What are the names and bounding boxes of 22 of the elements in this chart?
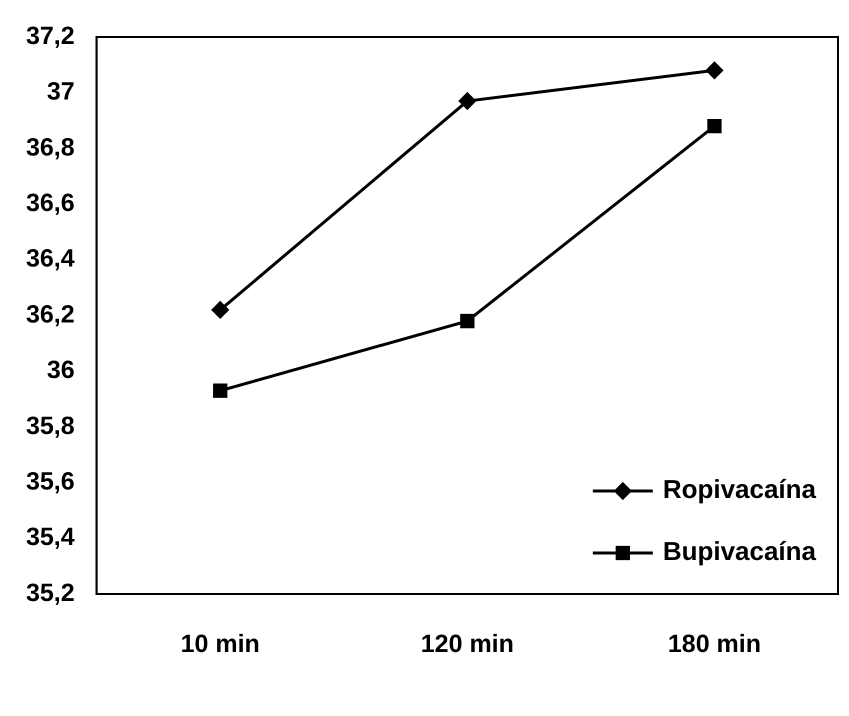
point <box>460 314 474 328</box>
point <box>706 62 723 79</box>
y-tick-label: 37,2 <box>26 22 75 50</box>
y-tick-label: 36 <box>46 356 75 384</box>
legend-label: Bupivacaína <box>662 536 817 566</box>
y-tick-label: 36,6 <box>26 188 75 217</box>
y-tick-label: 37 <box>46 78 75 106</box>
y-tick-label: 36,4 <box>26 244 75 273</box>
point <box>458 92 476 110</box>
y-tick-label: 35,8 <box>26 412 75 440</box>
y-tick-label: 36,2 <box>26 300 75 328</box>
y-tick-label: 35,6 <box>26 467 75 496</box>
y-tick-label: 36,8 <box>26 133 75 162</box>
x-tick-label: 180 min <box>668 630 761 658</box>
x-tick-label: 120 min <box>420 630 514 658</box>
point <box>212 301 229 318</box>
point <box>213 384 228 398</box>
x-tick-label: 10 min <box>180 630 260 658</box>
y-tick-label: 35,2 <box>26 578 75 607</box>
point <box>707 118 722 134</box>
legend-label: Ropivacaína <box>662 474 817 504</box>
y-tick-label: 35,4 <box>26 523 75 552</box>
